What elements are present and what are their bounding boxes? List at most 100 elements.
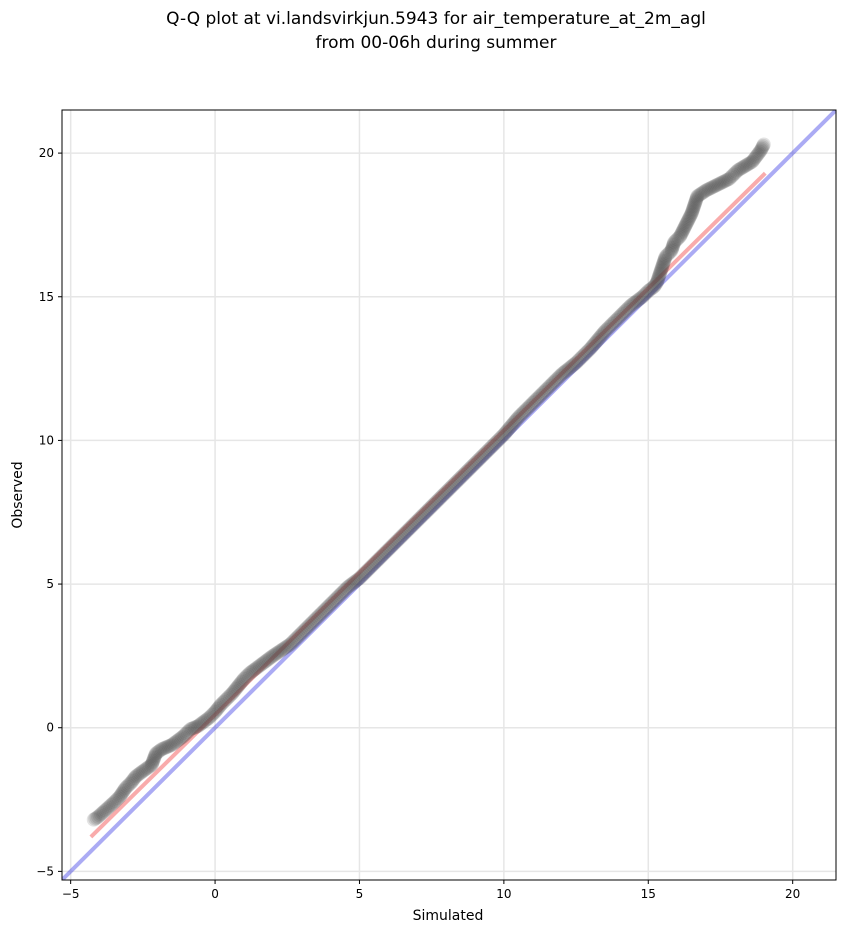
data-point <box>664 243 679 258</box>
data-point <box>587 337 602 352</box>
data-point <box>275 642 290 657</box>
data-point <box>622 299 637 314</box>
data-point <box>553 368 568 383</box>
data-point <box>512 408 527 423</box>
data-point <box>180 725 195 740</box>
data-point <box>134 765 149 780</box>
data-point <box>254 657 269 672</box>
data-point <box>524 397 539 412</box>
data-point <box>569 355 584 370</box>
data-point <box>297 623 312 638</box>
data-point <box>603 318 618 333</box>
data-point <box>274 643 289 658</box>
data-point <box>131 767 146 782</box>
data-point <box>634 290 649 305</box>
data-point <box>756 138 771 153</box>
plot-frame <box>61 109 837 881</box>
data-point <box>689 190 704 205</box>
data-point <box>339 581 354 596</box>
data-point <box>667 235 682 250</box>
data-point <box>545 375 560 390</box>
data-point <box>673 229 688 244</box>
data-point <box>177 727 192 742</box>
data-point <box>714 175 729 190</box>
data-point <box>752 144 767 159</box>
data-point <box>588 335 603 350</box>
data-point <box>231 679 246 694</box>
data-point <box>106 795 121 810</box>
data-point <box>651 269 666 284</box>
data-point <box>403 521 418 536</box>
data-point <box>615 306 630 321</box>
data-point <box>501 421 516 436</box>
data-point <box>665 240 680 255</box>
data-point <box>385 538 400 553</box>
data-point <box>677 220 692 235</box>
data-point <box>463 460 478 475</box>
data-point <box>532 388 547 403</box>
data-point <box>514 407 529 422</box>
data-point <box>223 687 238 702</box>
data-point <box>221 690 236 705</box>
data-point <box>333 587 348 602</box>
data-point <box>424 499 439 514</box>
data-point <box>717 174 732 189</box>
data-point <box>197 713 212 728</box>
data-point <box>421 502 436 517</box>
data-point <box>346 575 361 590</box>
data-point <box>118 781 133 796</box>
data-point <box>293 627 308 642</box>
data-point <box>216 694 231 709</box>
data-point <box>420 503 435 518</box>
data-point <box>192 718 207 733</box>
data-point <box>255 656 270 671</box>
data-point <box>147 749 162 764</box>
data-point <box>244 665 259 680</box>
data-point <box>288 631 303 646</box>
data-point <box>351 572 366 587</box>
data-point <box>286 634 301 649</box>
data-point <box>157 741 172 756</box>
chart-subtitle: from 00-06h during summer <box>316 33 557 53</box>
data-point <box>368 555 383 570</box>
data-point <box>716 174 731 189</box>
data-point <box>392 531 407 546</box>
data-point <box>470 453 485 468</box>
data-point <box>356 567 371 582</box>
data-point <box>401 522 416 537</box>
data-point <box>378 545 393 560</box>
data-point <box>525 396 540 411</box>
data-point <box>675 225 690 240</box>
data-point <box>416 508 431 523</box>
data-point <box>316 604 331 619</box>
data-point <box>394 529 409 544</box>
data-point <box>558 363 573 378</box>
data-point <box>564 359 579 374</box>
data-point <box>506 416 521 431</box>
data-point <box>141 760 156 775</box>
data-point <box>407 516 422 531</box>
data-point <box>528 393 543 408</box>
data-point <box>570 354 585 369</box>
data-point <box>735 160 750 175</box>
data-point <box>478 446 493 461</box>
data-point <box>576 348 591 363</box>
data-point <box>686 202 701 217</box>
data-point <box>193 717 208 732</box>
data-point <box>522 398 537 413</box>
data-point <box>446 477 461 492</box>
data-point <box>99 801 114 816</box>
data-point <box>723 170 738 185</box>
data-point <box>264 649 279 664</box>
data-point <box>515 406 530 421</box>
data-point <box>651 271 666 286</box>
data-point <box>322 598 337 613</box>
data-point <box>146 752 161 767</box>
data-point <box>199 712 214 727</box>
data-point <box>317 602 332 617</box>
data-point <box>340 579 355 594</box>
data-point <box>135 764 150 779</box>
data-point <box>391 532 406 547</box>
data-point <box>138 762 153 777</box>
data-point <box>527 394 542 409</box>
